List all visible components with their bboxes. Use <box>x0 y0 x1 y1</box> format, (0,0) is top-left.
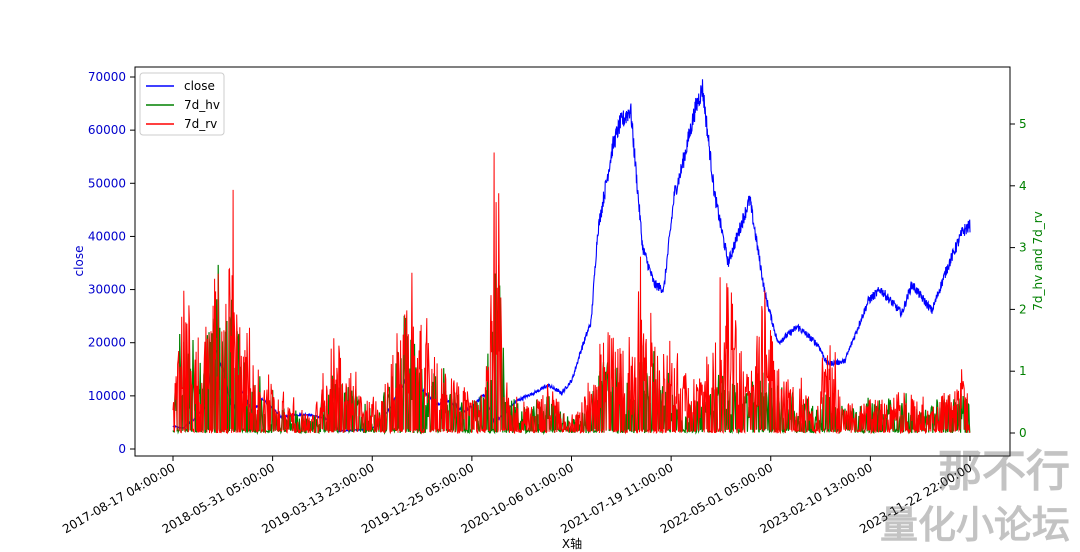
right-tick-label: 3 <box>1019 241 1027 255</box>
legend-box <box>139 72 225 136</box>
left-tick-label: 40000 <box>88 229 126 243</box>
series-7d-rv-line <box>172 152 971 435</box>
left-axis-label: close <box>72 246 86 277</box>
plot-area <box>135 67 1010 456</box>
x-axis-label: X轴 <box>562 536 582 551</box>
left-tick-label: 20000 <box>88 336 126 350</box>
left-axis: 0 10000 20000 30000 40000 50000 60000 70000 <box>88 70 135 456</box>
legend-label: 7d_rv <box>184 117 217 131</box>
left-tick-label: 0 <box>118 442 126 456</box>
right-tick-label: 5 <box>1019 117 1027 131</box>
right-axis: 0 1 2 3 4 5 <box>1010 117 1027 440</box>
right-tick-label: 1 <box>1019 364 1027 378</box>
right-tick-label: 0 <box>1019 426 1027 440</box>
legend-label: 7d_hv <box>184 98 220 112</box>
plot-frame <box>134 66 1011 457</box>
legend: close 7d_hv 7d_rv <box>139 72 225 136</box>
right-tick-label: 2 <box>1019 302 1027 316</box>
watermark: 那不行 量化小论坛 <box>880 446 1070 547</box>
watermark-line-2: 量化小论坛 <box>880 503 1070 547</box>
legend-label: close <box>184 79 215 93</box>
left-tick-label: 60000 <box>88 123 126 137</box>
series-layer <box>172 79 971 436</box>
watermark-line-1: 那不行 <box>938 446 1070 497</box>
left-tick-label: 30000 <box>88 283 126 297</box>
left-tick-label: 10000 <box>88 389 126 403</box>
left-tick-label: 70000 <box>88 70 126 84</box>
right-tick-label: 4 <box>1019 179 1027 193</box>
left-tick-label: 50000 <box>88 176 126 190</box>
right-axis-label: 7d_hv and 7d_rv <box>1031 211 1045 310</box>
